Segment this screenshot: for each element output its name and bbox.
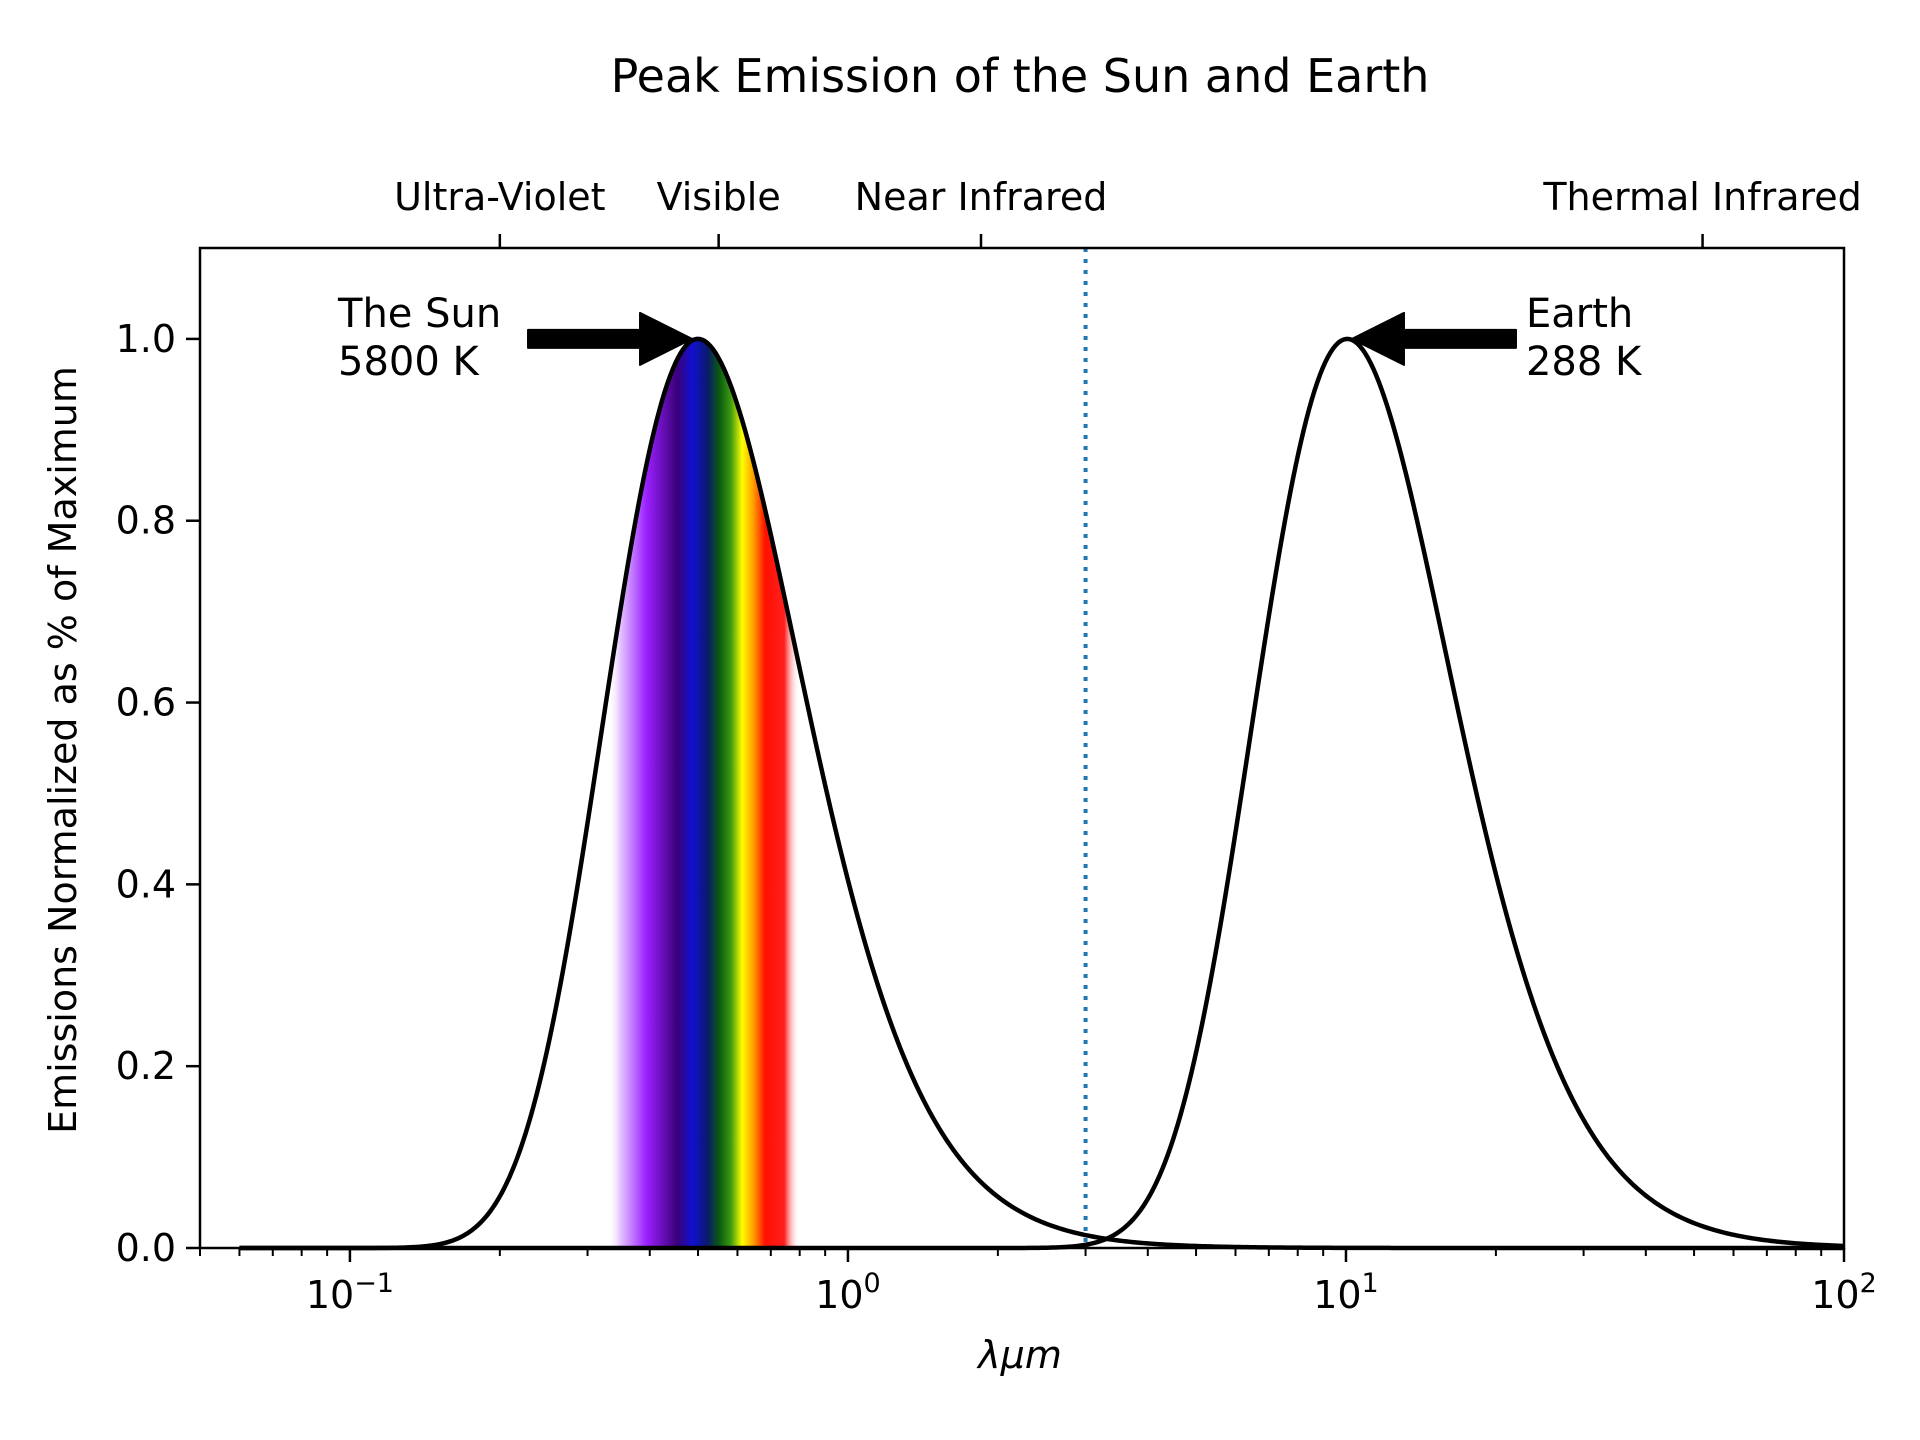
annotation-label-sun: The Sun [337,291,501,337]
visible-spectrum-band [608,338,800,1248]
x-tick-label: 102 [1811,1268,1877,1317]
series-line-sun [239,336,1844,1251]
y-tick-label: 0.6 [116,681,176,725]
x-tick-label: 10−1 [306,1268,394,1317]
x-tick-label: 101 [1313,1268,1379,1317]
y-tick-label: 1.0 [116,317,176,361]
annotation-label-earth: Earth [1526,291,1633,337]
annotation-arrow-earth [1350,311,1517,366]
top-band-label: Ultra-Violet [394,175,605,219]
chart-title: Peak Emission of the Sun and Earth [611,49,1430,103]
y-axis-label: Emissions Normalized as % of Maximum [41,366,85,1134]
series-line-earth [239,336,1845,1251]
y-tick-label: 0.2 [116,1044,176,1088]
x-tick-label: 100 [815,1268,881,1317]
x-axis-label: λμm [976,1333,1062,1377]
axes-layer: 10−1 100 101 102 0.0 0.2 0.4 0.6 0.8 1.0 Ultra-Vio… [116,175,1877,1317]
plot-frame [198,246,1846,1250]
top-band-label: Thermal Infrared [1542,175,1861,219]
visible-spectrum-fill [608,338,800,1248]
top-band-label: Visible [657,175,781,219]
y-tick-label: 0.0 [116,1226,176,1270]
top-band-label: Near Infrared [855,175,1108,219]
y-tick-label: 0.4 [116,862,176,906]
annotation-arrow-sun [527,311,694,366]
annotation-temp-sun: 5800 K [338,339,481,385]
y-tick-label: 0.8 [116,499,176,543]
series-layer [239,336,1845,1251]
annotation-temp-earth: 288 K [1526,339,1643,385]
